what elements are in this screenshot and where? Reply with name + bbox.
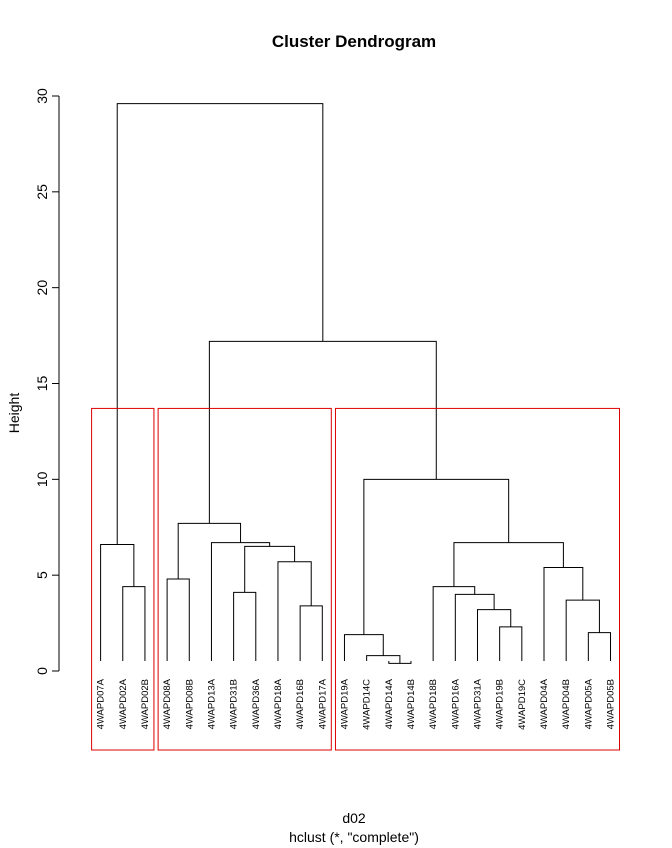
dendrogram-branch bbox=[543, 567, 584, 661]
leaf-label: 4WAPD18A bbox=[273, 678, 284, 729]
leaf-label: 4WAPD13A bbox=[206, 678, 217, 729]
dendrogram-branch bbox=[122, 586, 146, 661]
dendrogram-branch bbox=[432, 586, 476, 661]
cluster-boxes bbox=[91, 407, 621, 751]
dendrogram-branch bbox=[100, 544, 135, 661]
leaf-label: 4WAPD05B bbox=[606, 679, 617, 729]
y-axis-label: Height bbox=[6, 393, 22, 434]
chart-title: Cluster Dendrogram bbox=[272, 32, 436, 51]
dendrogram-branch bbox=[476, 609, 512, 661]
y-tick-label: 5 bbox=[34, 571, 50, 579]
dendrogram-branch bbox=[343, 634, 384, 661]
y-tick-label: 10 bbox=[34, 471, 50, 487]
dendrogram-branch bbox=[363, 478, 510, 635]
leaf-label: 4WAPD31A bbox=[472, 678, 483, 729]
y-tick-label: 30 bbox=[34, 88, 50, 104]
leaf-label: 4WAPD31B bbox=[229, 679, 240, 729]
leaf-label: 4WAPD18B bbox=[428, 679, 439, 729]
dendrogram-branch bbox=[587, 632, 612, 661]
cluster-box bbox=[91, 407, 155, 751]
dendrogram-branch bbox=[210, 542, 271, 661]
leaf-label: 4WAPD07A bbox=[96, 678, 107, 729]
leaf-labels: 4WAPD07A 4WAPD02A 4WAPD02B 4WAPD08A 4WAPD08B… bbox=[96, 678, 617, 730]
dendrogram-branch bbox=[499, 626, 523, 661]
dendrogram-branch bbox=[208, 340, 437, 524]
leaf-label: 4WAPD19C bbox=[517, 679, 528, 730]
cluster-box bbox=[334, 407, 621, 751]
leaf-label: 4WAPD08B bbox=[184, 679, 195, 729]
dendrogram-tree bbox=[100, 103, 612, 664]
method-sublabel: hclust (*, "complete") bbox=[289, 829, 419, 845]
leaf-label: 4WAPD36A bbox=[251, 678, 262, 729]
dendrogram-branch bbox=[453, 542, 564, 587]
leaf-label: 4WAPD04B bbox=[561, 679, 572, 729]
leaf-label: 4WAPD16A bbox=[450, 678, 461, 729]
cluster-box bbox=[157, 407, 332, 751]
leaf-label: 4WAPD19B bbox=[495, 679, 506, 729]
leaf-label: 4WAPD14B bbox=[406, 679, 417, 729]
leaf-label: 4WAPD16B bbox=[295, 679, 306, 729]
dendrogram-branch bbox=[244, 545, 296, 593]
y-tick-label: 15 bbox=[34, 376, 50, 392]
x-axis-label: d02 bbox=[342, 810, 366, 826]
y-axis: 0 5 10 15 20 25 30 bbox=[34, 88, 60, 675]
dendrogram-branch bbox=[366, 655, 401, 664]
leaf-label: 4WAPD17A bbox=[317, 678, 328, 729]
leaf-label: 4WAPD08A bbox=[162, 678, 173, 729]
dendrogram-branch bbox=[277, 561, 312, 661]
leaf-label: 4WAPD02A bbox=[118, 678, 129, 729]
dendrogram-branch bbox=[454, 593, 495, 661]
leaf-label: 4WAPD04A bbox=[539, 678, 550, 729]
dendrogram-branch bbox=[233, 591, 257, 661]
dendrogram-branch bbox=[166, 578, 190, 661]
y-tick-label: 0 bbox=[34, 667, 50, 675]
dendrogram-branch bbox=[565, 599, 600, 661]
y-tick-label: 20 bbox=[34, 280, 50, 296]
dendrogram-branch bbox=[177, 522, 242, 579]
leaf-label: 4WAPD02B bbox=[140, 679, 151, 729]
dendrogram-branch bbox=[116, 103, 324, 545]
leaf-label: 4WAPD14A bbox=[384, 678, 395, 729]
leaf-label: 4WAPD19A bbox=[339, 678, 350, 729]
leaf-label: 4WAPD14C bbox=[362, 679, 373, 730]
dendrogram-branch bbox=[299, 605, 323, 661]
leaf-label: 4WAPD05A bbox=[583, 678, 594, 729]
y-tick-label: 25 bbox=[34, 184, 50, 200]
